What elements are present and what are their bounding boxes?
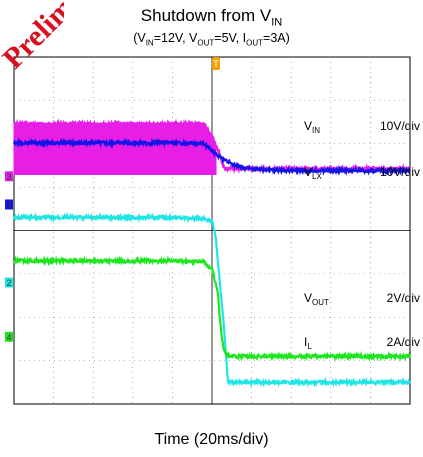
trace-labels: VIN 10V/div VLX 10V/div IL 2A/div VOUT 2V/div [304, 119, 420, 351]
svg-text:2: 2 [6, 278, 11, 288]
grid [14, 57, 410, 404]
traces [12, 118, 411, 389]
trace-vout [13, 255, 411, 362]
label-vlx: VLX [304, 165, 322, 181]
channel-marker-4: 4 [5, 331, 13, 342]
svg-text:4: 4 [6, 332, 11, 342]
svg-text:1: 1 [6, 200, 11, 210]
oscilloscope-plot: VIN 10V/div VLX 10V/div IL 2A/div VOUT 2V/div 3… [5, 56, 420, 405]
scale-vout: 2V/div [387, 291, 420, 305]
chart-subtitle: (VIN=12V, VOUT=5V, IOUT=3A) [133, 31, 290, 48]
preliminary-watermark: Prelim [0, 0, 64, 70]
channel-markers: 3 1 2 4 [5, 171, 13, 342]
channel-marker-1: 1 [5, 199, 13, 210]
trigger-marker: T [212, 57, 220, 70]
svg-text:3: 3 [6, 172, 11, 182]
channel-marker-2: 2 [5, 277, 13, 288]
trace-il [13, 211, 411, 389]
label-vin: VIN [304, 119, 320, 135]
chart-title: Shutdown from VIN [140, 6, 283, 29]
label-vout: VOUT [304, 291, 329, 307]
trace-vin [12, 137, 411, 177]
svg-text:Prelim: Prelim [0, 0, 64, 70]
channel-marker-3: 3 [5, 171, 13, 182]
scale-vlx: 10V/div [380, 165, 420, 179]
svg-text:T: T [213, 59, 219, 69]
x-axis-label: Time (20ms/div) [154, 431, 269, 448]
scale-il: 2A/div [387, 335, 420, 349]
label-il: IL [304, 335, 312, 351]
scale-vin: 10V/div [380, 119, 420, 133]
